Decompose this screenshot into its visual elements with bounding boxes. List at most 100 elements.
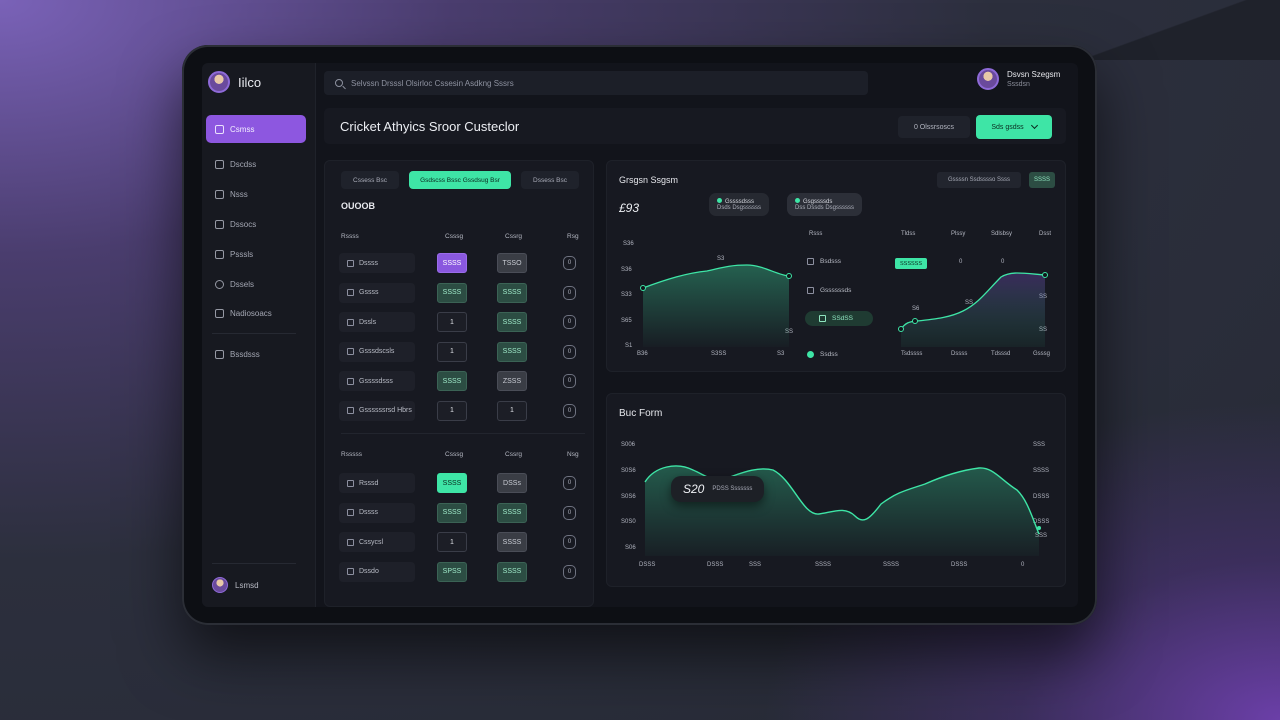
player-name-cell[interactable]: Rsssd [339, 473, 415, 493]
x-tick: SSSS [883, 562, 900, 568]
table-row[interactable]: Dssss SSSS TSSO 0 [339, 253, 583, 275]
y-tick: S1 [625, 343, 633, 349]
sidebar-user[interactable]: Lsmsd [212, 577, 259, 593]
row-toggle[interactable]: 0 [563, 285, 576, 300]
row-toggle[interactable]: 0 [563, 476, 576, 490]
stat-pill[interactable]: SSSS [437, 473, 467, 493]
stat-pill[interactable]: 1 [437, 400, 467, 421]
mini-table-row[interactable]: Gssssssds [807, 287, 851, 294]
chart-filter-chip[interactable]: Gssssn Ssdsssso Ssss [937, 172, 1021, 188]
stat-pill[interactable]: SSSS [437, 282, 467, 303]
sidebar-item-7[interactable]: Nadiosoacs [206, 300, 306, 326]
y-tick: S06 [625, 545, 636, 551]
segment-line-chart [640, 264, 1048, 347]
stat-pill[interactable]: 1 [437, 532, 467, 552]
left-area [643, 265, 789, 347]
stat-pill[interactable]: SSSS [497, 341, 527, 362]
data-point [786, 273, 792, 279]
tab-1[interactable]: Cssess Bsc [341, 171, 399, 189]
row-toggle[interactable]: 0 [563, 256, 576, 270]
mini-table-row[interactable]: Bsdsss [807, 258, 841, 265]
stat-pill[interactable]: 1 [437, 341, 467, 362]
profile[interactable]: Dsvsn Szegsm Sssdsn [977, 68, 1060, 90]
sidebar-item-4[interactable]: Dssocs [206, 211, 306, 237]
sidebar-item-label: Dssels [230, 279, 255, 289]
stat-pill[interactable]: SSSS [497, 312, 527, 332]
chart-range-chip[interactable]: SSSS [1029, 172, 1055, 188]
stat-pill[interactable]: SSSS [497, 561, 527, 582]
table-row[interactable]: Dssls 1 SSSS 0 [339, 312, 583, 334]
left-line [642, 264, 790, 289]
player-name-cell[interactable]: Dssls [339, 312, 415, 332]
stat-pill[interactable]: SSSS [437, 371, 467, 391]
stat-pill[interactable]: SSSS [437, 253, 467, 273]
table-row[interactable]: Dssdo SPSS SSSS 0 [339, 561, 583, 584]
table-row[interactable]: Dssss SSSS SSSS 0 [339, 502, 583, 525]
stat-pill[interactable]: SSSS [497, 532, 527, 552]
stat-pill[interactable]: TSSO [497, 253, 527, 273]
y-tick: S0S0 [621, 519, 636, 525]
mini-table-row[interactable]: Ssdss [807, 351, 838, 358]
row-toggle[interactable]: 0 [563, 505, 576, 520]
row-toggle[interactable]: 0 [563, 403, 576, 418]
sidebar-item-8[interactable]: Bssdsss [206, 341, 306, 367]
stat-pill[interactable]: SPSS [437, 561, 467, 582]
stat-pill[interactable]: SSSS [437, 502, 467, 523]
x-tick: 0 [1021, 562, 1025, 568]
table-row[interactable]: Gssss SSSS SSSS 0 [339, 282, 583, 305]
chart-title: Grsgsn Ssgsm [619, 175, 679, 185]
player-name-cell[interactable]: Gssssdsss [339, 371, 415, 391]
player-icon [347, 568, 354, 575]
tooltip-line: Dss Dssds Dsgssssss [795, 205, 855, 211]
primary-action-button[interactable]: Sds gsdss [976, 115, 1052, 139]
sidebar-item-label: Psssls [230, 249, 254, 259]
table-row[interactable]: Gssssdsss SSSS ZSSS 0 [339, 371, 583, 393]
player-name-cell[interactable]: Cssycsl [339, 532, 415, 552]
sidebar-item-label: Nsss [230, 189, 248, 199]
search-bar[interactable]: Selvssn Drsssl Olsirloc Cssesin Asdkng S… [324, 71, 868, 95]
table-row[interactable]: Rsssd SSSS DSSs 0 [339, 473, 583, 495]
sidebar-item-2[interactable]: Dscdss [206, 151, 306, 177]
x-tick: DSSS [707, 562, 724, 568]
player-name-cell[interactable]: Dssss [339, 253, 415, 273]
sidebar-item-6[interactable]: Dssels [206, 271, 306, 297]
row-toggle[interactable]: 0 [563, 535, 576, 549]
column-header: Csssg [445, 451, 464, 458]
mini-table-row-selected[interactable]: SSdSS [805, 311, 873, 326]
column-header: Cssrg [505, 451, 522, 458]
data-point [640, 285, 646, 291]
row-toggle[interactable]: 0 [563, 344, 576, 359]
player-name: Dssss [359, 509, 379, 516]
player-name: Dssls [359, 318, 377, 326]
table-row[interactable]: Cssycsl 1 SSSS 0 [339, 532, 583, 554]
sidebar-item-3[interactable]: Nsss [206, 181, 306, 207]
stat-pill[interactable]: SSSS [497, 282, 527, 303]
player-name-cell[interactable]: Dssss [339, 502, 415, 523]
player-icon [347, 407, 354, 414]
mini-table-header: Tldss [901, 231, 916, 237]
row-toggle[interactable]: 0 [563, 374, 576, 388]
table-row[interactable]: Gsssdscsls 1 SSSS 0 [339, 341, 583, 364]
table-row[interactable]: Gssssssrsd Hbrs 1 1 0 [339, 400, 583, 423]
tab-2[interactable]: Gsdscss Bssc Gssdsug Bsr [409, 171, 511, 189]
data-point [1037, 526, 1041, 530]
row-label: Ssdss [820, 351, 838, 358]
row-toggle[interactable]: 0 [563, 564, 576, 579]
data-point [1042, 272, 1048, 278]
stat-pill[interactable]: SSSS [497, 502, 527, 523]
filter-button[interactable]: 0 Olssrsoscs [898, 116, 970, 138]
sidebar-item-5[interactable]: Psssls [206, 241, 306, 267]
stat-pill[interactable]: DSSs [497, 473, 527, 493]
player-name-cell[interactable]: Gsssdscsls [339, 341, 415, 362]
player-name-cell[interactable]: Gssss [339, 282, 415, 303]
y-tick: S33 [621, 292, 632, 298]
player-name-cell[interactable]: Gssssssrsd Hbrs [339, 400, 415, 421]
row-toggle[interactable]: 0 [563, 315, 576, 329]
stat-pill[interactable]: ZSSS [497, 371, 527, 391]
sidebar-item-1[interactable]: Csmss [206, 115, 306, 143]
stat-pill[interactable]: 1 [497, 400, 527, 421]
tab-3[interactable]: Dssess Bsc [521, 171, 579, 189]
stat-pill[interactable]: 1 [437, 312, 467, 332]
profile-role: Sssdsn [1007, 81, 1030, 88]
player-name-cell[interactable]: Dssdo [339, 561, 415, 582]
